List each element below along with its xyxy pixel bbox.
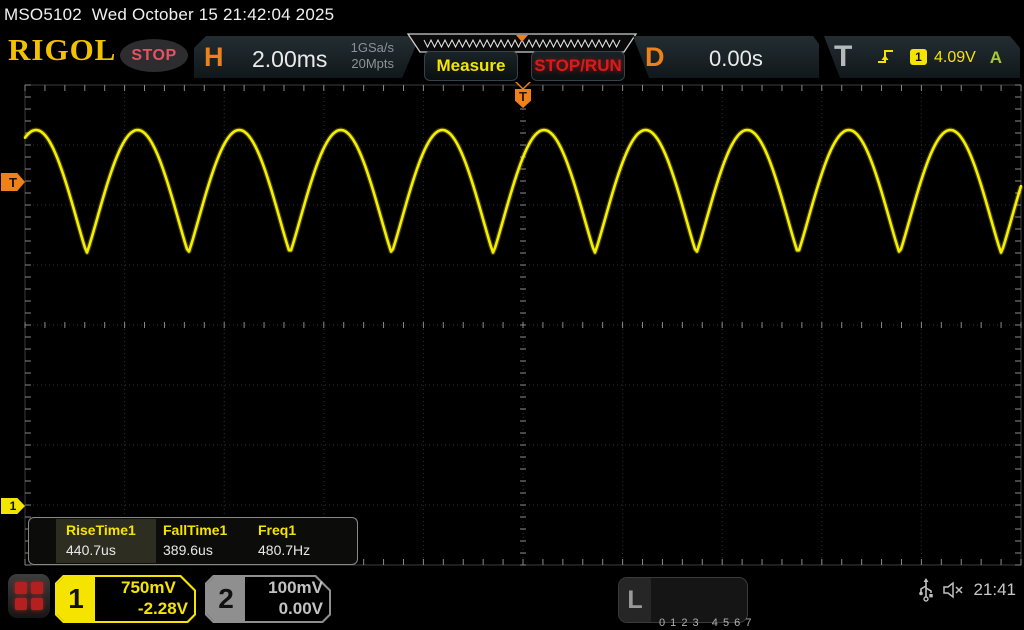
logic-channels-badge[interactable]: L 0 1 2 3 4 5 6 7 8 9 1011 12131415 xyxy=(618,577,751,629)
channel1-scale: 750mV xyxy=(121,578,176,597)
trigger-source-badge: 1 xyxy=(910,49,927,65)
menu-grid-icon[interactable] xyxy=(8,574,50,618)
speaker-muted-icon xyxy=(943,581,963,599)
channel2-number: 2 xyxy=(207,577,245,621)
channel2-info: 100mV 0.00V xyxy=(249,578,323,619)
logic-row-1: 0 1 2 3 4 5 6 7 xyxy=(659,617,753,629)
delay-value: 0.00s xyxy=(709,46,763,71)
trigger-position-triangle-icon xyxy=(515,82,531,90)
measurement-value: 440.7us xyxy=(66,542,116,558)
channel1-badge[interactable]: 1 750mV -2.28V xyxy=(55,575,196,623)
trigger-position-marker[interactable]: T xyxy=(512,82,534,112)
measurement-results-panel[interactable]: RiseTime1 440.7us FallTime1 389.6us Freq… xyxy=(28,517,358,565)
acquisition-state-badge: STOP xyxy=(120,39,188,72)
channel1-number: 1 xyxy=(57,577,95,621)
measurement-value: 480.7Hz xyxy=(258,542,311,558)
stop-run-button[interactable]: STOP/RUN xyxy=(531,51,625,81)
channel1-info: 750mV -2.28V xyxy=(99,578,188,619)
logic-label: L xyxy=(619,578,651,622)
titlebar: MSO5102 Wed October 15 21:42:04 2025 xyxy=(0,0,1024,30)
trigger-sweep-mode: A xyxy=(989,48,1002,67)
measure-button[interactable]: Measure xyxy=(424,51,518,81)
rigol-logo: RIGOL xyxy=(8,32,117,67)
sample-rate-memory: 1GSa/s 20Mpts xyxy=(351,40,394,73)
trigger-level-value: 4.09V xyxy=(934,49,976,66)
memory-depth: 20Mpts xyxy=(351,56,394,72)
timebase-value: 2.00ms xyxy=(252,46,328,72)
ch1-ground-marker[interactable]: 1 xyxy=(1,498,25,514)
trigger-level-marker[interactable]: T xyxy=(1,173,25,191)
delay-label: D xyxy=(645,42,665,72)
channel2-badge[interactable]: 2 100mV 0.00V xyxy=(205,575,331,623)
bottom-status-bar: 1 750mV -2.28V 2 100mV 0.00V L xyxy=(0,568,1024,630)
status-icons: 21:41 xyxy=(919,578,1016,602)
trigger-label: T xyxy=(834,40,853,73)
trigger-position-flag: T xyxy=(515,89,531,108)
grid-dot xyxy=(15,582,27,594)
waveform-display-area[interactable]: T 1 T RiseTime1 440.7us FallTime1 389.6u… xyxy=(0,80,1024,568)
clock-text: 21:41 xyxy=(973,580,1016,599)
model-and-datetime: MSO5102 Wed October 15 21:42:04 2025 xyxy=(4,5,335,24)
trigger-delay-panel[interactable]: D 0.00s xyxy=(633,36,819,78)
grid-dot xyxy=(31,598,43,610)
measurement-value: 389.6us xyxy=(163,542,213,558)
measurement-label: Freq1 xyxy=(258,522,297,538)
usb-icon xyxy=(919,578,934,602)
memory-overview-strip[interactable] xyxy=(406,33,638,54)
sample-rate: 1GSa/s xyxy=(350,40,394,55)
measurement-label: FallTime1 xyxy=(163,522,228,538)
graticule-and-trace xyxy=(23,84,1024,566)
channel2-scale: 100mV xyxy=(268,578,323,597)
selected-measurement-highlight xyxy=(56,519,156,563)
rising-edge-trigger-icon xyxy=(876,46,898,66)
channel2-offset: 0.00V xyxy=(278,599,323,618)
logic-channel-numbers: 0 1 2 3 4 5 6 7 8 9 1011 12131415 xyxy=(659,583,770,630)
trigger-panel[interactable]: T 1 4.09V A xyxy=(824,36,1020,78)
header-bar: RIGOL STOP H 2.00ms 1GSa/s 20Mpts Measur… xyxy=(0,30,1024,81)
horizontal-timebase-panel[interactable]: H 2.00ms 1GSa/s 20Mpts xyxy=(194,36,420,78)
grid-dot xyxy=(15,598,27,610)
channel1-offset: -2.28V xyxy=(137,599,188,618)
horizontal-label: H xyxy=(204,42,224,72)
measurement-label: RiseTime1 xyxy=(66,522,136,538)
grid-dot xyxy=(31,582,43,594)
